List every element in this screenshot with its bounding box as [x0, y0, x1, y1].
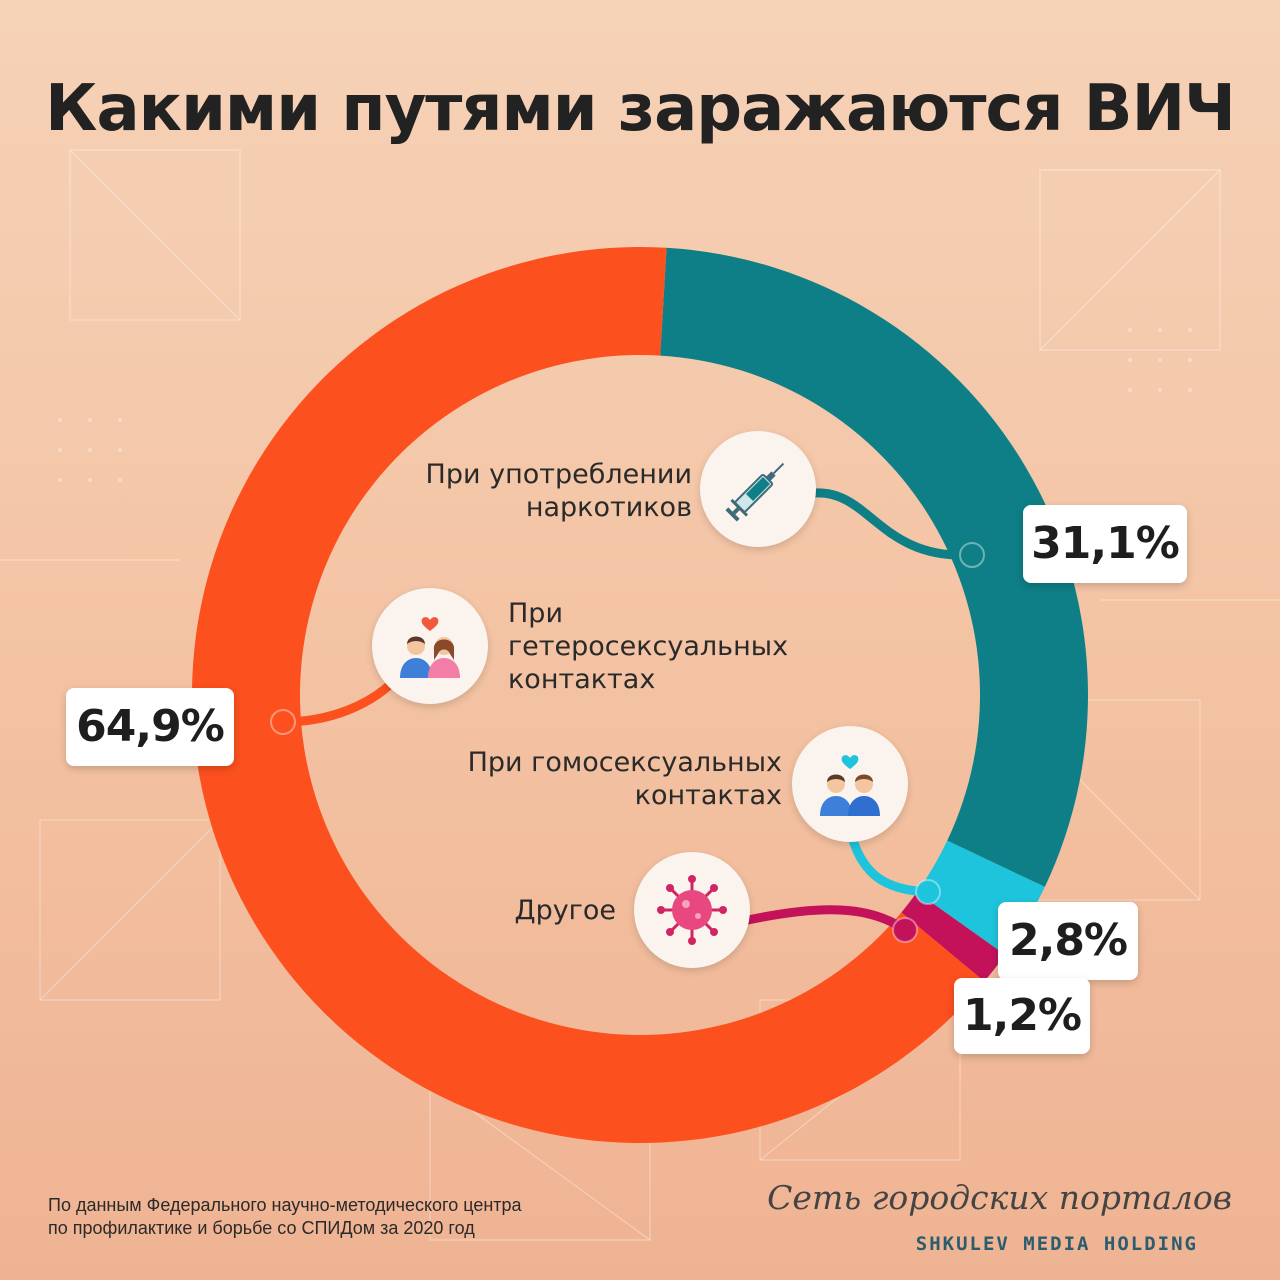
virus-icon	[634, 852, 750, 968]
label-homo: При гомосексуальных контактах	[467, 747, 782, 811]
connector-dot-homo	[915, 879, 941, 905]
syringe-icon	[700, 431, 816, 547]
page-title: Какими путями заражаются ВИЧ	[45, 72, 1236, 146]
connector-dot-other	[892, 917, 918, 943]
value-label-homo: 2,8%	[998, 902, 1138, 980]
slice-other	[901, 892, 1005, 982]
connector-other	[743, 905, 910, 935]
slice-drugs	[660, 247, 1088, 887]
brand-name: Сеть городских порталов	[767, 1178, 1232, 1217]
connector-homo	[845, 825, 933, 897]
value-label-hetero: 64,9%	[66, 688, 234, 766]
brand-holding: SHKULEV MEDIA HOLDING	[915, 1233, 1198, 1255]
label-drugs: При употреблении наркотиков	[425, 459, 692, 523]
heterosexual-couple-icon	[372, 588, 488, 704]
connector-dot-hetero	[270, 709, 296, 735]
source-note: По данным Федерального научно-методическ…	[48, 1195, 522, 1238]
label-other: Другое	[514, 895, 616, 926]
slice-hetero	[192, 246, 985, 1143]
connector-dot-drugs	[959, 542, 985, 568]
value-label-drugs: 31,1%	[1023, 505, 1187, 583]
value-label-other: 1,2%	[954, 978, 1090, 1054]
connector-drugs	[810, 488, 977, 560]
connector-hetero	[278, 675, 400, 727]
homosexual-couple-icon	[792, 726, 908, 842]
label-hetero: При гетеросексуальных контактах	[508, 598, 789, 695]
